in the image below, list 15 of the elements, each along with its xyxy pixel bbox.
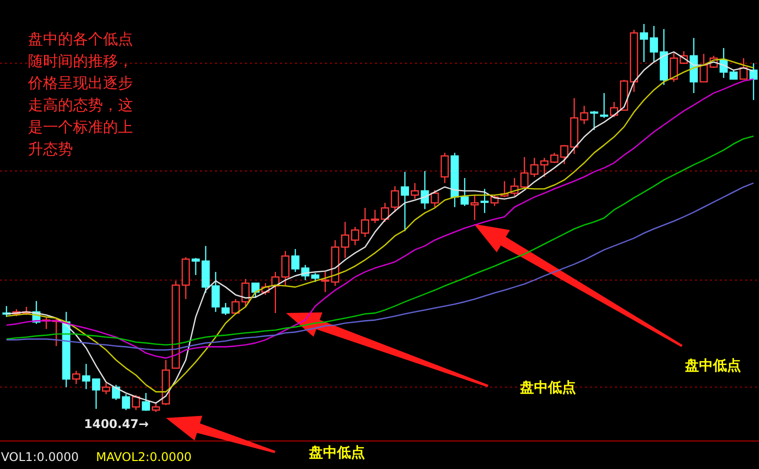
candlestick <box>400 171 409 232</box>
candlestick <box>82 363 90 390</box>
candlestick <box>62 311 70 388</box>
annotation: 盘中低点 <box>519 380 576 396</box>
text: VOL1:0.0000 <box>1 450 79 464</box>
text: 1400.47→ <box>84 417 149 431</box>
candlestick <box>480 188 489 214</box>
annotation: 盘中的各个低点随时间的推移，价格呈现出逐步走高的态势，这是一个标准的上升态势 <box>27 31 133 158</box>
text: 盘中低点 <box>308 445 365 461</box>
annotation: 盘中低点 <box>684 358 741 374</box>
candlestick <box>650 25 658 63</box>
candlestick <box>420 170 429 210</box>
candlestick <box>72 370 80 385</box>
text: MAVOL2:0.0000 <box>96 450 192 464</box>
candlestick <box>440 152 449 184</box>
